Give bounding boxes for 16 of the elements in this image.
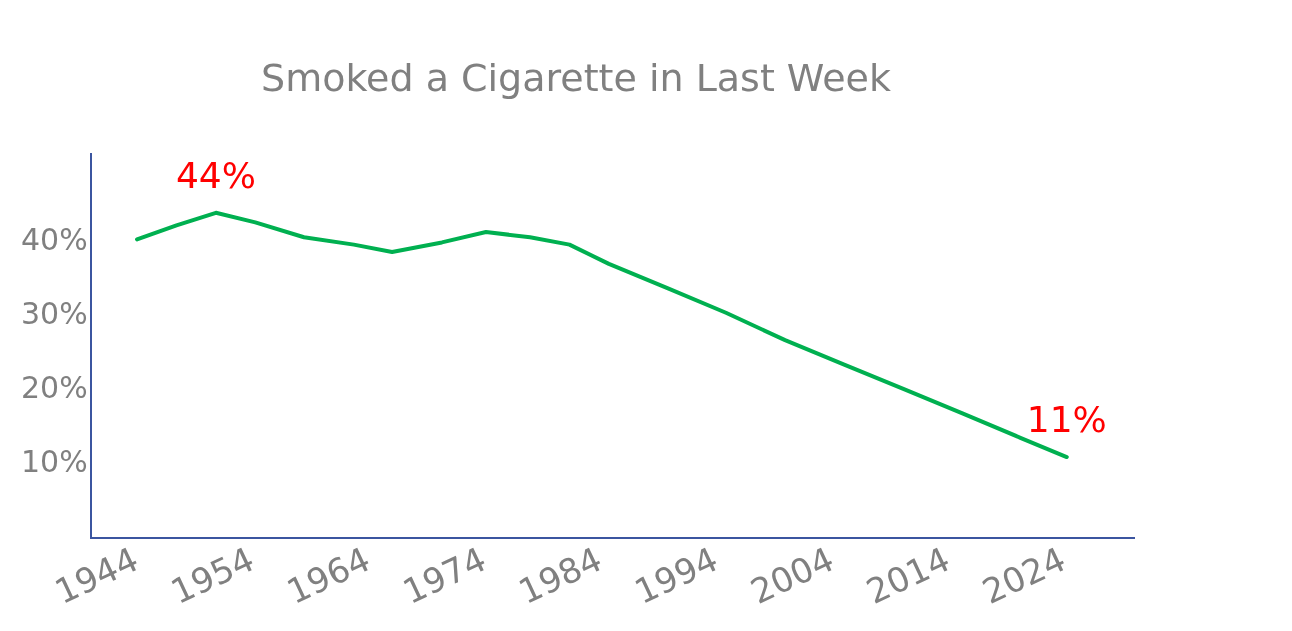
x-tick-label: 1954: [164, 538, 261, 612]
x-tick-label: 1984: [512, 538, 608, 612]
chart-title: Smoked a Cigarette in Last Week: [261, 55, 891, 100]
y-tick-label: 10%: [20, 444, 88, 480]
x-tick-label: 2004: [744, 538, 840, 612]
x-tick-label: 2014: [860, 538, 956, 612]
annotation: 44%: [175, 155, 256, 197]
annotation: 11%: [1026, 399, 1107, 441]
y-tick-label: 40%: [20, 222, 88, 258]
y-tick-label: 20%: [20, 370, 88, 406]
x-tick-label: 2024: [976, 538, 1072, 612]
x-tick-label: 1964: [280, 538, 377, 612]
x-tick-label: 1944: [48, 538, 145, 612]
y-tick-label: 30%: [20, 296, 88, 332]
x-tick-label: 1974: [396, 538, 492, 612]
x-tick-label: 1994: [628, 538, 724, 612]
